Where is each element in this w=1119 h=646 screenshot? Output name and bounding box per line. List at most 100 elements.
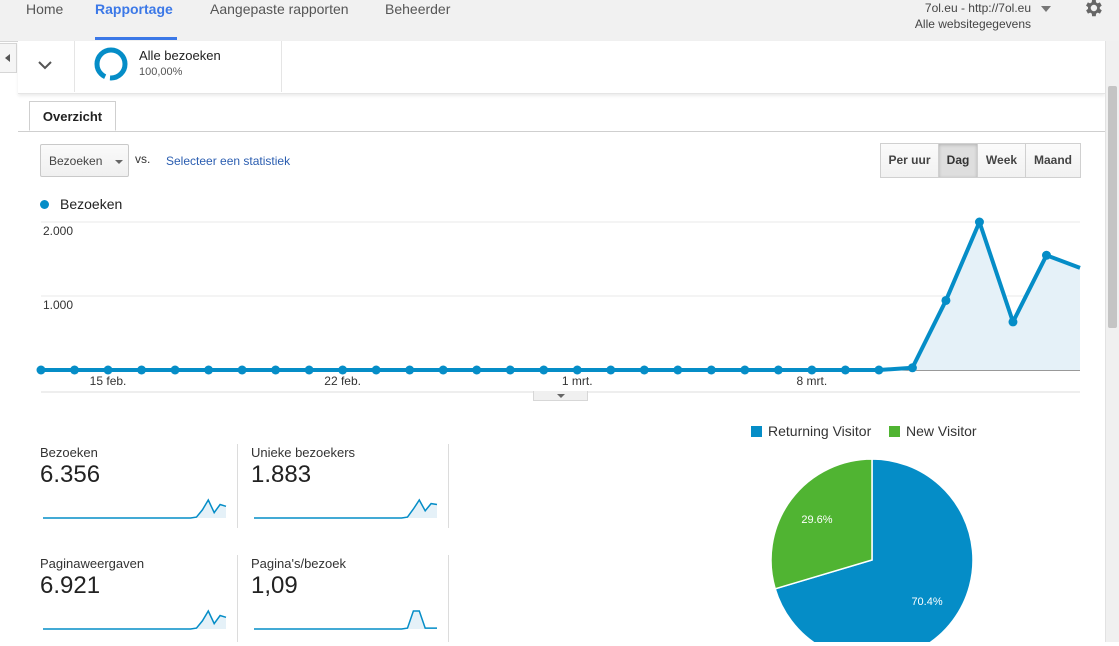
data-point [70, 365, 80, 375]
segment-bar: Alle bezoeken 100,00% [18, 41, 1105, 94]
chevron-down-icon [115, 160, 123, 164]
top-nav: Home Rapportage Aangepaste rapporten Beh… [0, 0, 1119, 42]
sparkline-area [254, 611, 437, 629]
account-selector[interactable]: 7ol.eu - http://7ol.eu Alle websitegegev… [915, 1, 1031, 32]
data-point [36, 365, 46, 375]
scorecard-visits: Bezoeken 6.356 [40, 445, 236, 535]
y-tick-label: 2.000 [43, 224, 73, 238]
period-month-button[interactable]: Maand [1025, 143, 1081, 178]
scorecard-pages-per-visit: Pagina's/bezoek 1,09 [251, 556, 447, 646]
data-point [673, 365, 683, 375]
series-line [41, 220, 1081, 372]
sidebar-collapse-toggle[interactable] [0, 43, 17, 73]
vs-label: vs. [135, 152, 151, 166]
scorecard-label: Pagina's/bezoek [251, 556, 346, 571]
data-point [539, 365, 549, 375]
chevron-down-icon [38, 61, 52, 70]
legend-series-label: Bezoeken [60, 196, 123, 212]
account-view: Alle websitegegevens [914, 17, 1031, 31]
data-point [706, 365, 716, 375]
data-point [639, 365, 649, 375]
scorecard-pageviews: Paginaweergaven 6.921 [40, 556, 236, 646]
pie-legend-label: New Visitor [906, 423, 977, 439]
scrollbar-thumb[interactable] [1108, 86, 1117, 328]
data-point [170, 365, 180, 375]
sparkline [43, 498, 227, 519]
tab-rapportage[interactable]: Rapportage [95, 1, 173, 17]
divider [448, 555, 449, 642]
scorecard-value: 6.356 [40, 461, 101, 488]
x-tick-label: 8 mrt. [797, 374, 828, 388]
data-point [472, 365, 482, 375]
divider [237, 444, 238, 528]
tab-overzicht[interactable]: Overzicht [29, 101, 116, 131]
scorecard-label: Bezoeken [40, 445, 98, 460]
select-statistic-link[interactable]: Selecteer een statistiek [166, 154, 291, 168]
data-point [505, 365, 515, 375]
legend-swatch [889, 426, 900, 437]
data-point [773, 365, 783, 375]
metric-select-value: Bezoeken [49, 154, 103, 168]
period-hour-button[interactable]: Per uur [880, 143, 939, 178]
divider [237, 555, 238, 642]
segment-ring-icon [94, 47, 128, 81]
data-point [740, 365, 750, 375]
data-point [572, 365, 582, 375]
gear-icon[interactable] [1082, 0, 1104, 19]
tab-divider [18, 131, 1105, 132]
data-point [941, 295, 951, 305]
data-point [338, 365, 348, 375]
data-point [874, 365, 884, 375]
area-fill [41, 222, 1080, 370]
sparkline-line [254, 610, 437, 630]
data-point [271, 365, 281, 375]
data-point [438, 365, 448, 375]
tab-beheerder[interactable]: Beheerder [385, 1, 451, 17]
tab-home[interactable]: Home [26, 1, 64, 17]
period-day-button[interactable]: Dag [938, 143, 978, 178]
sparkline-line [254, 498, 438, 519]
data-point [807, 365, 817, 375]
scorecard-label: Paginaweergaven [40, 556, 145, 571]
metric-select[interactable]: Bezoeken [40, 144, 129, 177]
data-point [974, 217, 984, 227]
chevron-down-icon[interactable] [1041, 6, 1051, 12]
data-point [1041, 250, 1051, 260]
chevron-down-icon [557, 394, 565, 398]
pie-slice [774, 458, 974, 642]
data-point [606, 365, 616, 375]
pie-legend-returning: Returning Visitor [751, 423, 871, 439]
data-point [1008, 317, 1018, 327]
sparkline [254, 610, 437, 630]
sparkline-line [43, 498, 227, 519]
period-week-button[interactable]: Week [977, 143, 1026, 178]
scorecard-value: 1,09 [251, 572, 298, 599]
segment-all-visits[interactable]: Alle bezoeken 100,00% [75, 41, 282, 92]
data-point [237, 365, 247, 375]
x-tick-label: 22 feb. [324, 374, 361, 388]
divider [448, 444, 449, 528]
data-point [204, 365, 214, 375]
scorecard-unique-visitors: Unieke bezoekers 1.883 [251, 445, 447, 535]
sparkline-line [43, 609, 227, 630]
data-point [907, 363, 917, 373]
segment-expand-button[interactable] [18, 41, 75, 92]
pie-legend-label: Returning Visitor [768, 423, 872, 439]
scorecard-value: 6.921 [40, 572, 101, 599]
segment-name: Alle bezoeken [139, 48, 221, 63]
scorecard-label: Unieke bezoekers [251, 445, 356, 460]
legend-swatch [40, 200, 49, 209]
sparkline [254, 498, 438, 519]
data-point [103, 365, 113, 375]
tab-aangepaste-rapporten[interactable]: Aangepaste rapporten [210, 1, 349, 17]
data-point [137, 365, 147, 375]
data-point [840, 365, 850, 375]
account-name: 7ol.eu - http://7ol.eu [924, 1, 1031, 15]
pie-legend-new: New Visitor [889, 423, 977, 439]
data-point [371, 365, 381, 375]
pie-slice [770, 458, 873, 590]
x-tick-label: 1 mrt. [562, 374, 593, 388]
active-tab-indicator [95, 37, 177, 40]
chart-expand-handle[interactable] [533, 391, 588, 401]
